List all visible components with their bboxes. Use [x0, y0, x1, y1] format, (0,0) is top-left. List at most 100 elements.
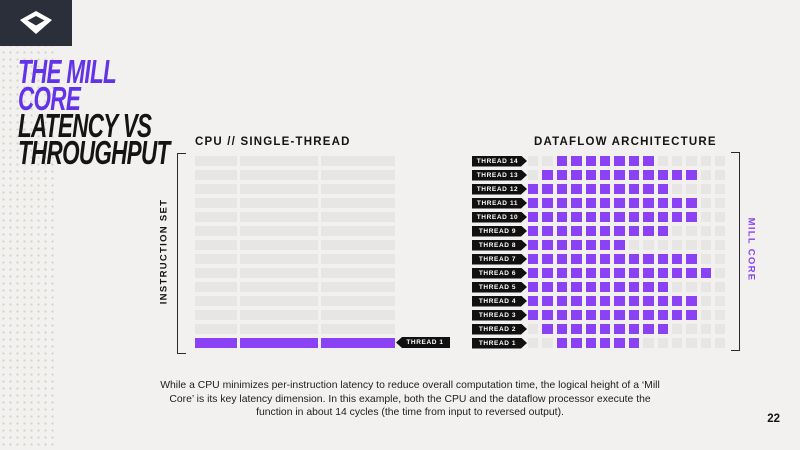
active-cycle-cell: [528, 240, 539, 250]
cpu-idle-segment: [321, 254, 395, 264]
title-line-1: THE MILL: [18, 53, 117, 90]
active-cycle-cell: [585, 324, 596, 334]
slide-title: THE MILL CORE LATENCY VS THROUGHPUT: [18, 53, 241, 169]
cpu-grid: [195, 156, 395, 352]
dataflow-row: THREAD 6: [472, 268, 726, 278]
idle-cycle-cell: [657, 240, 668, 250]
cpu-active-segment: [321, 338, 395, 348]
thread-tag: THREAD 2: [472, 324, 527, 335]
active-cycle-cell: [628, 296, 640, 306]
active-cycle-cell: [628, 324, 640, 334]
dataflow-row: THREAD 12: [472, 184, 726, 195]
active-cycle-cell: [657, 198, 668, 208]
idle-cycle-cell: [715, 156, 726, 166]
cpu-idle-segment: [240, 268, 318, 278]
cpu-idle-segment: [195, 296, 237, 306]
active-cycle-cell: [700, 268, 712, 278]
cpu-idle-segment: [240, 310, 318, 320]
active-cycle-cell: [657, 184, 668, 194]
page-number: 22: [767, 413, 780, 425]
active-cycle-cell: [671, 268, 683, 278]
active-cycle-cell: [628, 156, 640, 166]
idle-cycle-cell: [700, 254, 712, 264]
cpu-idle-segment: [240, 198, 318, 208]
cpu-idle-segment: [240, 282, 318, 292]
active-cycle-cell: [542, 170, 553, 180]
active-cycle-cell: [585, 338, 596, 348]
cpu-idle-segment: [321, 310, 395, 320]
active-cycle-cell: [528, 226, 539, 236]
active-cycle-cell: [671, 212, 683, 222]
active-cycle-cell: [528, 198, 539, 208]
dataflow-row: THREAD 3: [472, 310, 726, 321]
idle-cycle-cell: [671, 240, 683, 250]
thread-cells: [528, 240, 726, 250]
cpu-idle-segment: [321, 170, 395, 180]
cpu-idle-segment: [240, 240, 318, 250]
active-cycle-cell: [657, 254, 668, 264]
active-cycle-cell: [556, 254, 568, 264]
thread-cells: [528, 254, 726, 264]
active-cycle-cell: [585, 282, 596, 292]
thread-tag: THREAD 3: [472, 310, 527, 321]
thread-tag: THREAD 5: [472, 282, 527, 293]
active-cycle-cell: [671, 310, 683, 320]
thread-tag: THREAD 13: [472, 170, 527, 181]
idle-cycle-cell: [528, 156, 539, 166]
active-cycle-cell: [571, 212, 582, 222]
idle-cycle-cell: [528, 170, 539, 180]
cpu-row: [195, 212, 395, 222]
active-cycle-cell: [599, 268, 611, 278]
active-cycle-cell: [657, 310, 668, 320]
active-cycle-cell: [643, 296, 654, 306]
active-cycle-cell: [686, 212, 697, 222]
thread-cells: [528, 212, 726, 222]
active-cycle-cell: [528, 184, 539, 194]
active-cycle-cell: [643, 226, 654, 236]
active-cycle-cell: [528, 268, 539, 278]
idle-cycle-cell: [628, 240, 640, 250]
active-cycle-cell: [686, 310, 697, 320]
active-cycle-cell: [542, 198, 553, 208]
cpu-idle-segment: [240, 184, 318, 194]
dataflow-row: THREAD 13: [472, 170, 726, 181]
active-cycle-cell: [571, 310, 582, 320]
cpu-idle-segment: [195, 268, 237, 278]
active-cycle-cell: [571, 170, 582, 180]
active-cycle-cell: [643, 324, 654, 334]
active-cycle-cell: [671, 254, 683, 264]
idle-cycle-cell: [715, 212, 726, 222]
thread-tag: THREAD 12: [472, 184, 527, 195]
active-cycle-cell: [556, 240, 568, 250]
thread-cells: [528, 268, 726, 278]
active-cycle-cell: [599, 240, 611, 250]
thread-cells: [528, 324, 726, 334]
active-cycle-cell: [643, 254, 654, 264]
active-cycle-cell: [542, 324, 553, 334]
cpu-bracket: [177, 153, 186, 354]
title-line-3: LATENCY VS: [18, 107, 152, 144]
active-cycle-cell: [614, 268, 625, 278]
active-cycle-cell: [599, 170, 611, 180]
active-cycle-cell: [556, 324, 568, 334]
idle-cycle-cell: [657, 156, 668, 166]
caption-text: While a CPU minimizes per-instruction la…: [160, 380, 660, 418]
active-cycle-cell: [657, 268, 668, 278]
active-cycle-cell: [542, 212, 553, 222]
cpu-idle-segment: [195, 254, 237, 264]
idle-cycle-cell: [686, 240, 697, 250]
idle-cycle-cell: [643, 338, 654, 348]
active-cycle-cell: [542, 184, 553, 194]
active-cycle-cell: [686, 296, 697, 306]
active-cycle-cell: [686, 254, 697, 264]
active-cycle-cell: [614, 282, 625, 292]
active-cycle-cell: [571, 156, 582, 166]
active-cycle-cell: [528, 254, 539, 264]
active-cycle-cell: [599, 226, 611, 236]
thread-tag: THREAD 9: [472, 226, 527, 237]
idle-cycle-cell: [643, 240, 654, 250]
idle-cycle-cell: [715, 240, 726, 250]
dataflow-row: THREAD 4: [472, 296, 726, 306]
cpu-idle-segment: [195, 212, 237, 222]
active-cycle-cell: [556, 226, 568, 236]
